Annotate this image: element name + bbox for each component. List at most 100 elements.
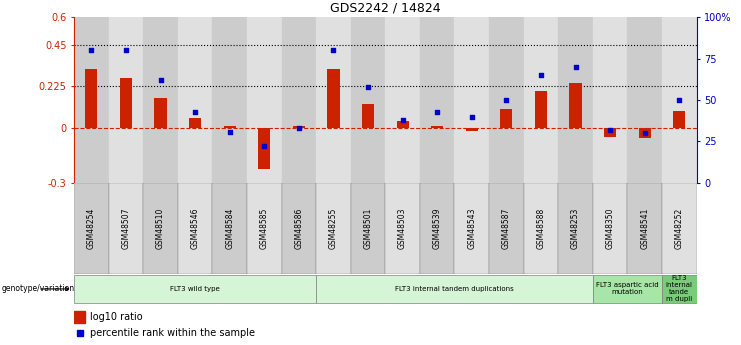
Point	[570, 64, 582, 70]
Bar	[74, 17, 109, 183]
Bar	[420, 17, 454, 183]
Bar	[385, 17, 420, 183]
Point	[535, 72, 547, 78]
Bar	[316, 17, 350, 183]
Bar	[247, 183, 282, 274]
Bar	[213, 183, 247, 274]
Bar	[639, 128, 651, 138]
Text: GSM48507: GSM48507	[122, 208, 130, 249]
Bar	[673, 111, 685, 128]
Point	[120, 48, 132, 53]
Bar	[74, 183, 109, 274]
Point	[85, 48, 97, 53]
Bar	[247, 17, 282, 183]
Title: GDS2242 / 14824: GDS2242 / 14824	[330, 2, 441, 15]
Text: GSM48539: GSM48539	[433, 208, 442, 249]
Text: GSM48585: GSM48585	[260, 208, 269, 249]
Bar	[465, 128, 478, 131]
Bar	[593, 183, 628, 274]
Bar	[74, 275, 316, 303]
Bar	[558, 17, 593, 183]
Text: GSM48501: GSM48501	[364, 208, 373, 249]
Text: GSM48254: GSM48254	[87, 208, 96, 249]
Bar	[213, 17, 247, 183]
Text: log10 ratio: log10 ratio	[90, 312, 142, 322]
Point	[155, 77, 167, 83]
Bar	[604, 128, 616, 137]
Bar	[178, 17, 213, 183]
Bar	[293, 126, 305, 128]
Text: GSM48350: GSM48350	[605, 208, 614, 249]
Bar	[109, 17, 143, 183]
Bar	[282, 183, 316, 274]
Bar	[396, 121, 408, 128]
Bar	[154, 98, 167, 128]
Text: GSM48255: GSM48255	[329, 208, 338, 249]
Bar	[593, 275, 662, 303]
Bar	[109, 183, 143, 274]
Point	[431, 109, 443, 115]
Text: GSM48588: GSM48588	[536, 208, 545, 249]
Bar	[316, 183, 350, 274]
Point	[189, 109, 201, 115]
Bar	[558, 183, 593, 274]
Text: percentile rank within the sample: percentile rank within the sample	[90, 328, 255, 338]
Point	[328, 48, 339, 53]
Bar	[524, 183, 558, 274]
Text: FLT3 wild type: FLT3 wild type	[170, 286, 220, 292]
Bar	[328, 69, 339, 128]
Bar	[74, 310, 85, 323]
Bar	[350, 17, 385, 183]
Bar	[350, 183, 385, 274]
Bar	[662, 17, 697, 183]
Bar	[431, 126, 443, 128]
Bar	[454, 17, 489, 183]
Bar	[258, 128, 270, 169]
Text: GSM48510: GSM48510	[156, 208, 165, 249]
Text: GSM48503: GSM48503	[398, 208, 407, 249]
Text: GSM48252: GSM48252	[675, 208, 684, 249]
Point	[259, 144, 270, 149]
Bar	[120, 78, 132, 128]
Text: GSM48584: GSM48584	[225, 208, 234, 249]
Text: GSM48546: GSM48546	[190, 208, 199, 249]
Text: GSM48587: GSM48587	[502, 208, 511, 249]
Bar	[489, 17, 524, 183]
Bar	[593, 17, 628, 183]
Bar	[143, 183, 178, 274]
Point	[362, 84, 374, 90]
Text: GSM48253: GSM48253	[571, 208, 580, 249]
Point	[224, 129, 236, 134]
Bar	[569, 83, 582, 128]
Bar	[662, 183, 697, 274]
Text: GSM48543: GSM48543	[468, 208, 476, 249]
Bar	[362, 104, 374, 128]
Bar	[282, 17, 316, 183]
Bar	[224, 126, 236, 128]
Point	[466, 114, 478, 119]
Bar	[143, 17, 178, 183]
Bar	[385, 183, 420, 274]
Bar	[662, 275, 697, 303]
Bar	[316, 275, 593, 303]
Point	[396, 117, 408, 123]
Text: GSM48586: GSM48586	[294, 208, 303, 249]
Text: GSM48541: GSM48541	[640, 208, 649, 249]
Point	[500, 97, 512, 103]
Bar	[85, 69, 97, 128]
Text: FLT3 internal tandem duplications: FLT3 internal tandem duplications	[395, 286, 514, 292]
Bar	[489, 183, 524, 274]
Bar	[454, 183, 489, 274]
Point	[604, 127, 616, 132]
Bar	[178, 183, 213, 274]
Bar	[628, 17, 662, 183]
Point	[293, 126, 305, 131]
Bar	[500, 109, 512, 128]
Text: FLT3
internal
tande
m dupli: FLT3 internal tande m dupli	[665, 275, 693, 303]
Bar	[535, 91, 547, 128]
Text: FLT3 aspartic acid
mutation: FLT3 aspartic acid mutation	[596, 283, 659, 295]
Text: genotype/variation: genotype/variation	[1, 284, 75, 294]
Bar	[420, 183, 454, 274]
Bar	[189, 118, 201, 128]
Point	[639, 130, 651, 136]
